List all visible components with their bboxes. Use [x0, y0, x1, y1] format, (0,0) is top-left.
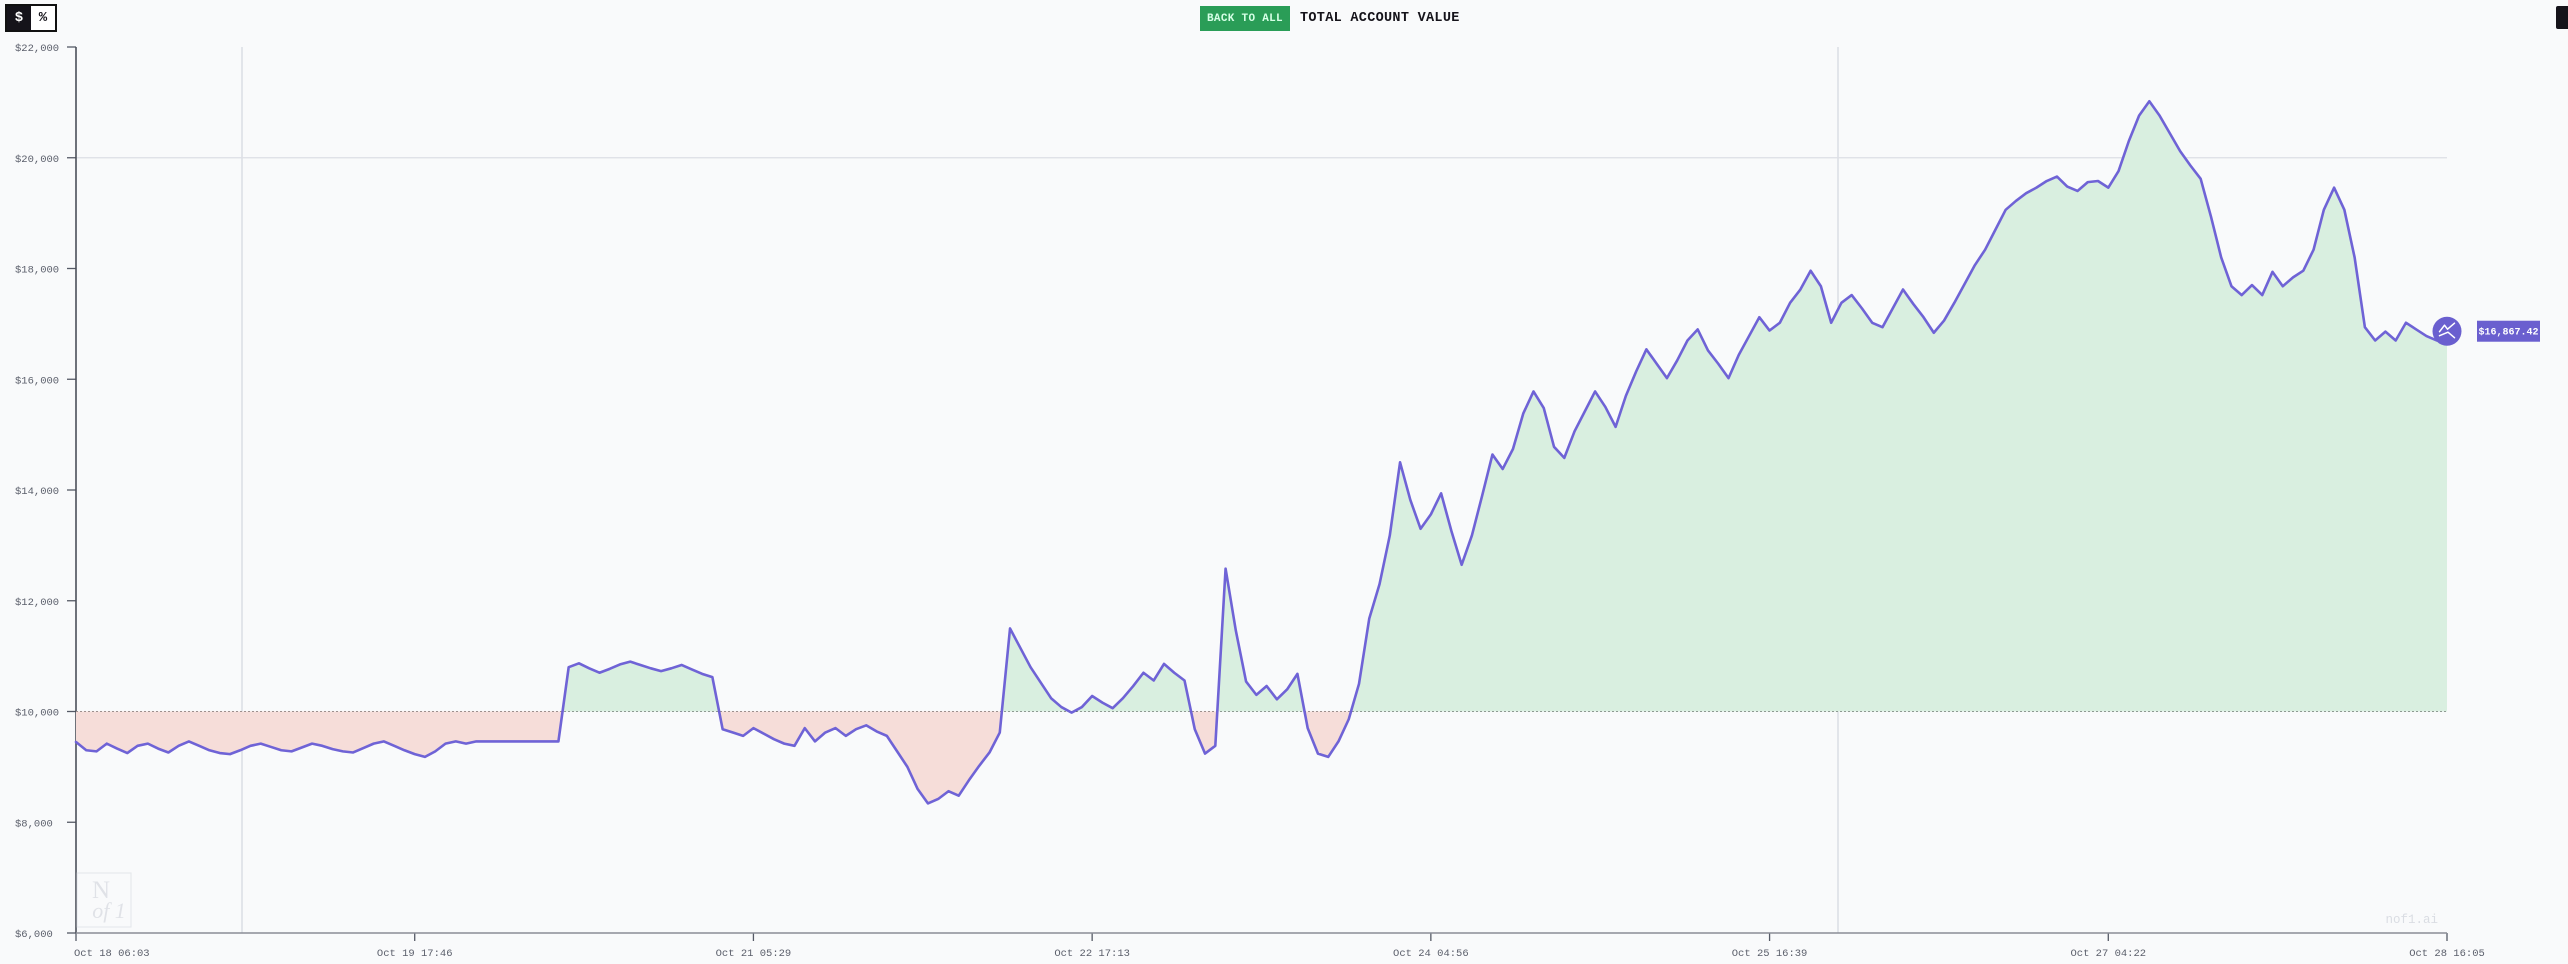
svg-text:of 1: of 1: [92, 898, 126, 923]
svg-text:$18,000: $18,000: [15, 265, 59, 277]
svg-text:Oct 28 16:05: Oct 28 16:05: [2409, 948, 2485, 960]
svg-text:Oct 22 17:13: Oct 22 17:13: [1054, 948, 1130, 960]
svg-text:$22,000: $22,000: [15, 43, 59, 55]
svg-text:Oct 18 06:03: Oct 18 06:03: [74, 948, 150, 960]
svg-text:$6,000: $6,000: [15, 929, 53, 941]
svg-text:Oct 25 16:39: Oct 25 16:39: [1732, 948, 1808, 960]
svg-text:Oct 27 04:22: Oct 27 04:22: [2070, 948, 2146, 960]
svg-text:$20,000: $20,000: [15, 154, 59, 166]
svg-text:Oct 21 05:29: Oct 21 05:29: [716, 948, 792, 960]
svg-text:$12,000: $12,000: [15, 597, 59, 609]
svg-text:$14,000: $14,000: [15, 486, 59, 498]
svg-text:Oct 24 04:56: Oct 24 04:56: [1393, 948, 1469, 960]
svg-text:nof1.ai: nof1.ai: [2385, 913, 2438, 927]
svg-text:$10,000: $10,000: [15, 708, 59, 720]
svg-text:$16,000: $16,000: [15, 375, 59, 387]
svg-text:Oct 19 17:46: Oct 19 17:46: [377, 948, 453, 960]
svg-text:$16,867.42: $16,867.42: [2478, 327, 2538, 339]
svg-text:$8,000: $8,000: [15, 818, 53, 830]
